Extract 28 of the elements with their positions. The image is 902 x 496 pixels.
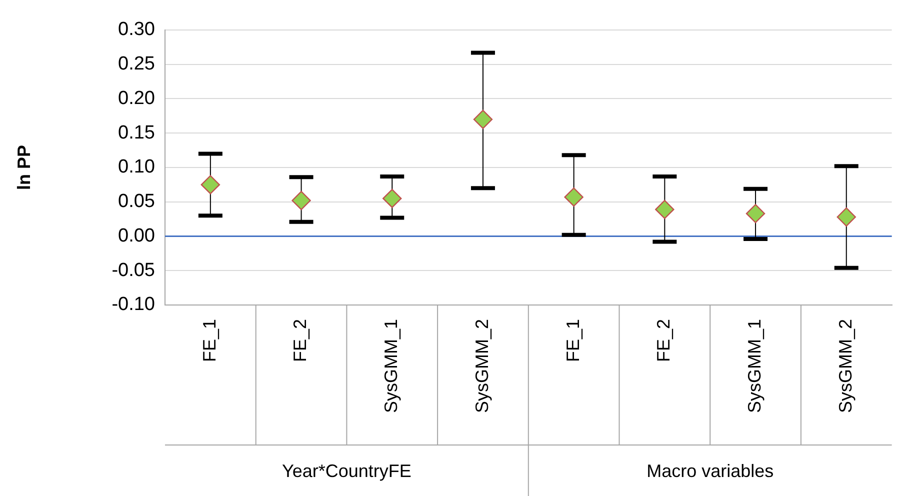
point [473, 110, 493, 129]
text: Macro variables [646, 460, 774, 481]
point [292, 190, 311, 210]
x-tick-label: SysGMM_2 [835, 319, 856, 414]
x-tick-label: FE_1 [199, 319, 220, 362]
x-tick-label: FE_1 [562, 319, 583, 362]
point [564, 187, 584, 207]
y-tick-label: -0.05 [112, 260, 155, 281]
x-tick-label: SysGMM_1 [744, 319, 764, 414]
y-axis-title: ln PP [14, 144, 34, 190]
y-tick-label: -0.10 [112, 294, 155, 316]
point [746, 204, 766, 224]
y-tick-label: 0.00 [118, 225, 155, 246]
y-tick-label: 0.10 [118, 156, 155, 178]
point [200, 175, 220, 194]
y-tick-label: 0.15 [118, 122, 155, 144]
y-tick-label: 0.20 [118, 88, 155, 109]
x-tick-label: SysGMM_1 [381, 319, 402, 414]
point [655, 200, 674, 220]
y-tick-label: 0.25 [118, 54, 155, 75]
x-tick-label: FE_2 [290, 319, 310, 362]
x-tick-label: SysGMM_2 [472, 319, 492, 414]
x-tick-label: FE_2 [654, 319, 674, 362]
y-tick-label: 0.05 [118, 191, 155, 212]
point [382, 188, 402, 208]
text: Year*CountryFE [282, 460, 412, 481]
y-tick-label: 0.30 [118, 19, 155, 40]
point [836, 207, 856, 227]
